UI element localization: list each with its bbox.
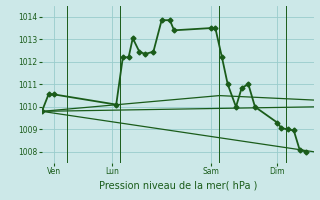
X-axis label: Pression niveau de la mer( hPa ): Pression niveau de la mer( hPa ): [99, 180, 257, 190]
